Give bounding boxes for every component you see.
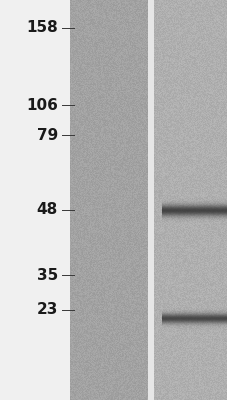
Text: 35: 35 [37, 268, 58, 282]
Text: 106: 106 [26, 98, 58, 112]
Text: 158: 158 [26, 20, 58, 36]
Text: 48: 48 [37, 202, 58, 218]
Text: 23: 23 [37, 302, 58, 318]
Text: 79: 79 [37, 128, 58, 142]
